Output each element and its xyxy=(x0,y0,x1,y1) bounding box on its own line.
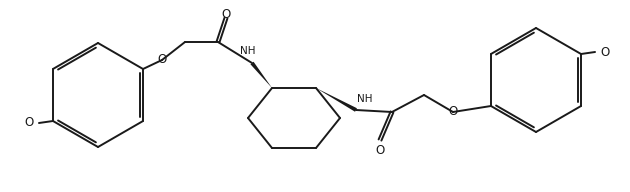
Text: O: O xyxy=(600,46,609,59)
Text: O: O xyxy=(375,144,385,157)
Polygon shape xyxy=(316,88,357,112)
Text: O: O xyxy=(25,117,34,129)
Text: NH: NH xyxy=(240,46,256,56)
Text: O: O xyxy=(221,7,231,21)
Text: O: O xyxy=(448,105,457,118)
Text: NH: NH xyxy=(357,94,372,103)
Polygon shape xyxy=(251,62,272,88)
Text: O: O xyxy=(158,53,167,66)
